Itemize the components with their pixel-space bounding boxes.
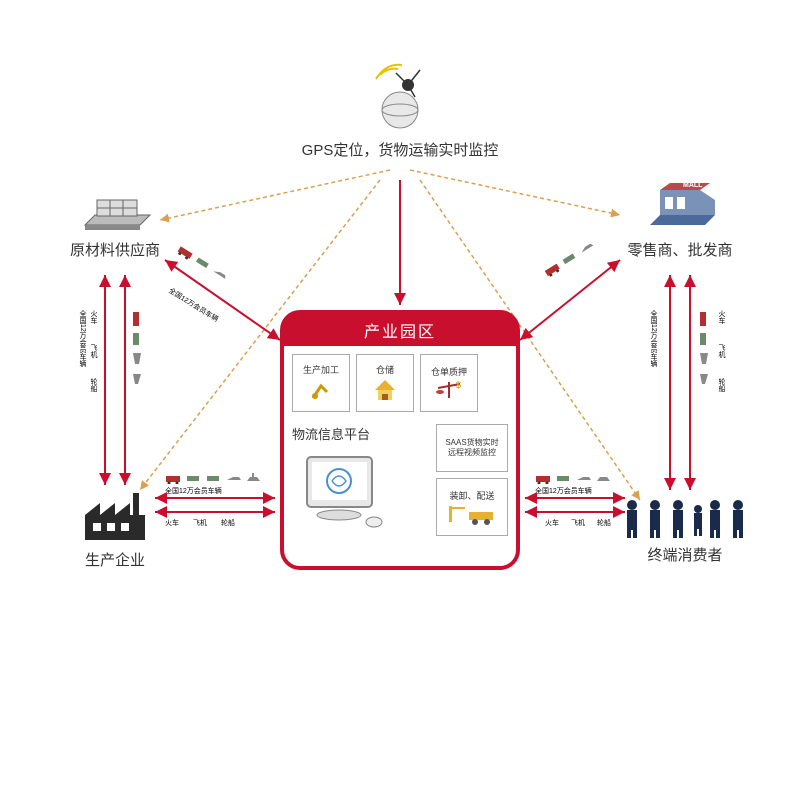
svg-text:$: $ [456, 380, 461, 390]
materials-icon [55, 180, 175, 235]
consumer-node: 终端消费者 [610, 495, 760, 565]
transport-caption-left: 全国12万会员车辆 [77, 310, 87, 367]
gps-label: GPS定位，货物运输实时监控 [300, 139, 500, 160]
transport-caption-2: 全国12万会员车辆 [165, 486, 222, 496]
item-storage: 仓储 [356, 354, 414, 412]
producer-node: 生产企业 [60, 485, 170, 570]
satellite-icon [330, 55, 470, 135]
platform-label: 物流信息平台 [292, 424, 430, 443]
transport-caption-right: 全国12万会员车辆 [648, 310, 658, 367]
mall-icon: MALL [600, 175, 760, 235]
central-panel: 产业园区 生产加工 仓储 仓单质押 $ 物流信息平台 [280, 310, 520, 570]
item-production: 生产加工 [292, 354, 350, 412]
consumer-label: 终端消费者 [610, 544, 760, 565]
people-icon [610, 495, 760, 540]
transport-supplier-producer [130, 310, 144, 388]
transport-central-consumer [535, 470, 613, 484]
producer-label: 生产企业 [60, 549, 170, 570]
svg-text:MALL: MALL [683, 182, 703, 189]
transport-caption-1: 全国12万会员车辆 [167, 286, 220, 325]
transport-retailer-central [541, 236, 598, 279]
central-title: 产业园区 [284, 314, 516, 346]
item-delivery: 装卸、配送 [436, 478, 508, 536]
computer-icon [292, 447, 392, 537]
supplier-node: 原材料供应商 [55, 180, 175, 260]
transport-producer-central [165, 470, 263, 484]
item-pledge: 仓单质押 $ [420, 354, 478, 412]
transport-retailer-consumer [697, 310, 711, 388]
gps-node: GPS定位，货物运输实时监控 [330, 55, 470, 160]
item-saas: SAAS货物实时 远程视频监控 [436, 424, 508, 472]
supplier-label: 原材料供应商 [55, 239, 175, 260]
transport-supplier-central [176, 241, 233, 284]
retailer-node: MALL 零售商、批发商 [600, 175, 760, 260]
factory-icon [60, 485, 170, 545]
transport-caption-3: 全国12万会员车辆 [535, 486, 592, 496]
retailer-label: 零售商、批发商 [600, 239, 760, 260]
